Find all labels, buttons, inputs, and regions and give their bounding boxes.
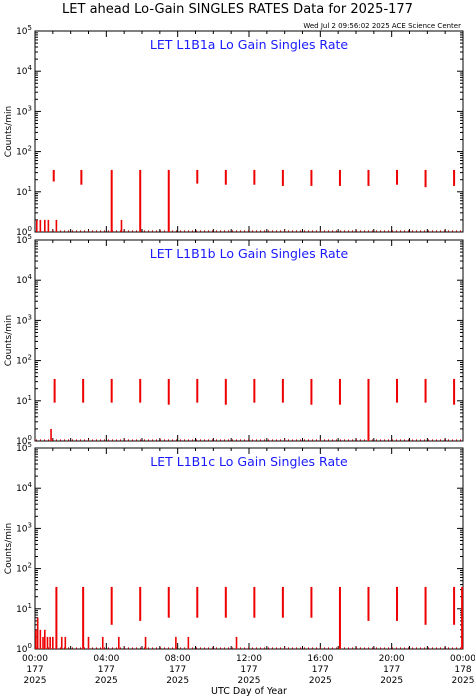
y-tick-label: 101 [16,394,32,407]
y-tick-label: 104 [16,273,32,286]
x-tick-label-doy: 178 [454,665,471,675]
plot-frame [34,239,464,442]
x-tick-label-time: 00:00 [450,654,475,664]
x-tick-label-year: 2025 [380,676,403,686]
y-tick-label: 101 [16,185,32,198]
y-axis-label: Counts/min [4,315,14,366]
x-tick-label-doy: 177 [98,665,115,675]
y-tick-label: 101 [16,602,32,615]
page-title: LET ahead Lo-Gain SINGLES RATES Data for… [62,2,413,17]
timestamp: Wed Jul 2 09:56:02 2025 ACE Science Cent… [303,22,461,30]
y-tick-label: 103 [16,104,32,117]
y-tick-label: 105 [16,24,32,37]
x-tick-label-time: 16:00 [307,654,333,664]
x-tick-label-doy: 177 [169,665,186,675]
y-tick-label: 104 [16,481,32,494]
x-tick-label-time: 00:00 [22,654,48,664]
x-axis-label: UTC Day of Year [211,686,287,697]
x-tick-label-year: 2025 [238,676,261,686]
x-tick-label-doy: 177 [312,665,329,675]
y-tick-label: 103 [16,313,32,326]
x-tick-label-doy: 177 [26,665,43,675]
y-tick-label: 102 [16,354,32,367]
x-tick-label-year: 2025 [95,676,118,686]
panel-title: LET L1B1c Lo Gain Singles Rate [150,454,348,469]
x-tick-label-time: 08:00 [165,654,191,664]
y-tick-label: 103 [16,521,32,534]
x-tick-label-time: 12:00 [236,654,262,664]
y-tick-label: 104 [16,64,32,77]
plot-frame [34,447,464,650]
x-tick-label-time: 04:00 [93,654,119,664]
y-axis-label: Counts/min [4,106,14,157]
x-tick-label-year: 2025 [24,676,47,686]
x-tick-label-doy: 177 [240,665,257,675]
y-tick-label: 102 [16,562,32,575]
x-tick-label-year: 2025 [452,676,475,686]
x-tick-label-doy: 177 [383,665,400,675]
panel-title: LET L1B1b Lo Gain Singles Rate [150,246,349,261]
panel-title: LET L1B1a Lo Gain Singles Rate [150,37,349,52]
x-tick-label-year: 2025 [166,676,189,686]
plot-frame [34,30,464,233]
x-tick-label-time: 20:00 [379,654,405,664]
y-axis-label: Counts/min [4,523,14,574]
x-tick-label-year: 2025 [309,676,332,686]
y-tick-label: 102 [16,145,32,158]
